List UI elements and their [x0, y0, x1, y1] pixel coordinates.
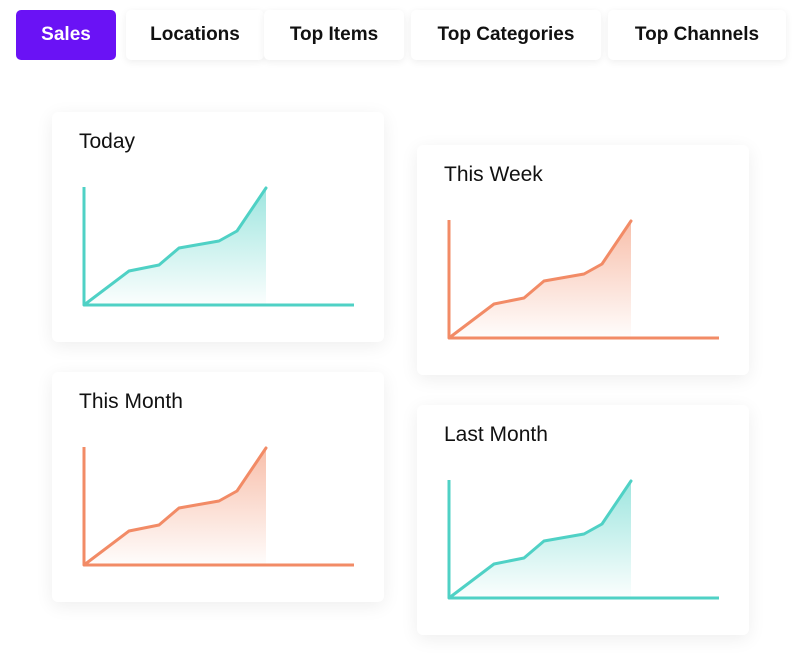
area-fill — [449, 221, 631, 338]
chart-card-today: Today — [52, 112, 384, 342]
series-line — [82, 186, 268, 307]
area-fill — [449, 481, 631, 598]
card-title: This Month — [79, 390, 183, 413]
card-title: This Week — [444, 163, 543, 186]
tab-top-categories[interactable]: Top Categories — [411, 10, 601, 60]
sales-chart-this-month — [82, 446, 354, 567]
area-fill — [84, 188, 266, 305]
tab-locations[interactable]: Locations — [126, 10, 264, 60]
chart-card-this-week: This Week — [417, 145, 749, 375]
sales-chart-this-week — [447, 219, 719, 340]
series-line — [82, 446, 268, 567]
tab-top-channels[interactable]: Top Channels — [608, 10, 786, 60]
chart-card-last-month: Last Month — [417, 405, 749, 635]
area-fill — [84, 448, 266, 565]
sales-chart-last-month — [447, 479, 719, 600]
sales-chart-today — [82, 186, 354, 307]
series-line — [447, 219, 633, 340]
tab-top-items[interactable]: Top Items — [264, 10, 404, 60]
series-line — [447, 479, 633, 600]
tab-sales[interactable]: Sales — [16, 10, 116, 60]
card-title: Last Month — [444, 423, 548, 446]
chart-card-this-month: This Month — [52, 372, 384, 602]
card-title: Today — [79, 130, 136, 153]
